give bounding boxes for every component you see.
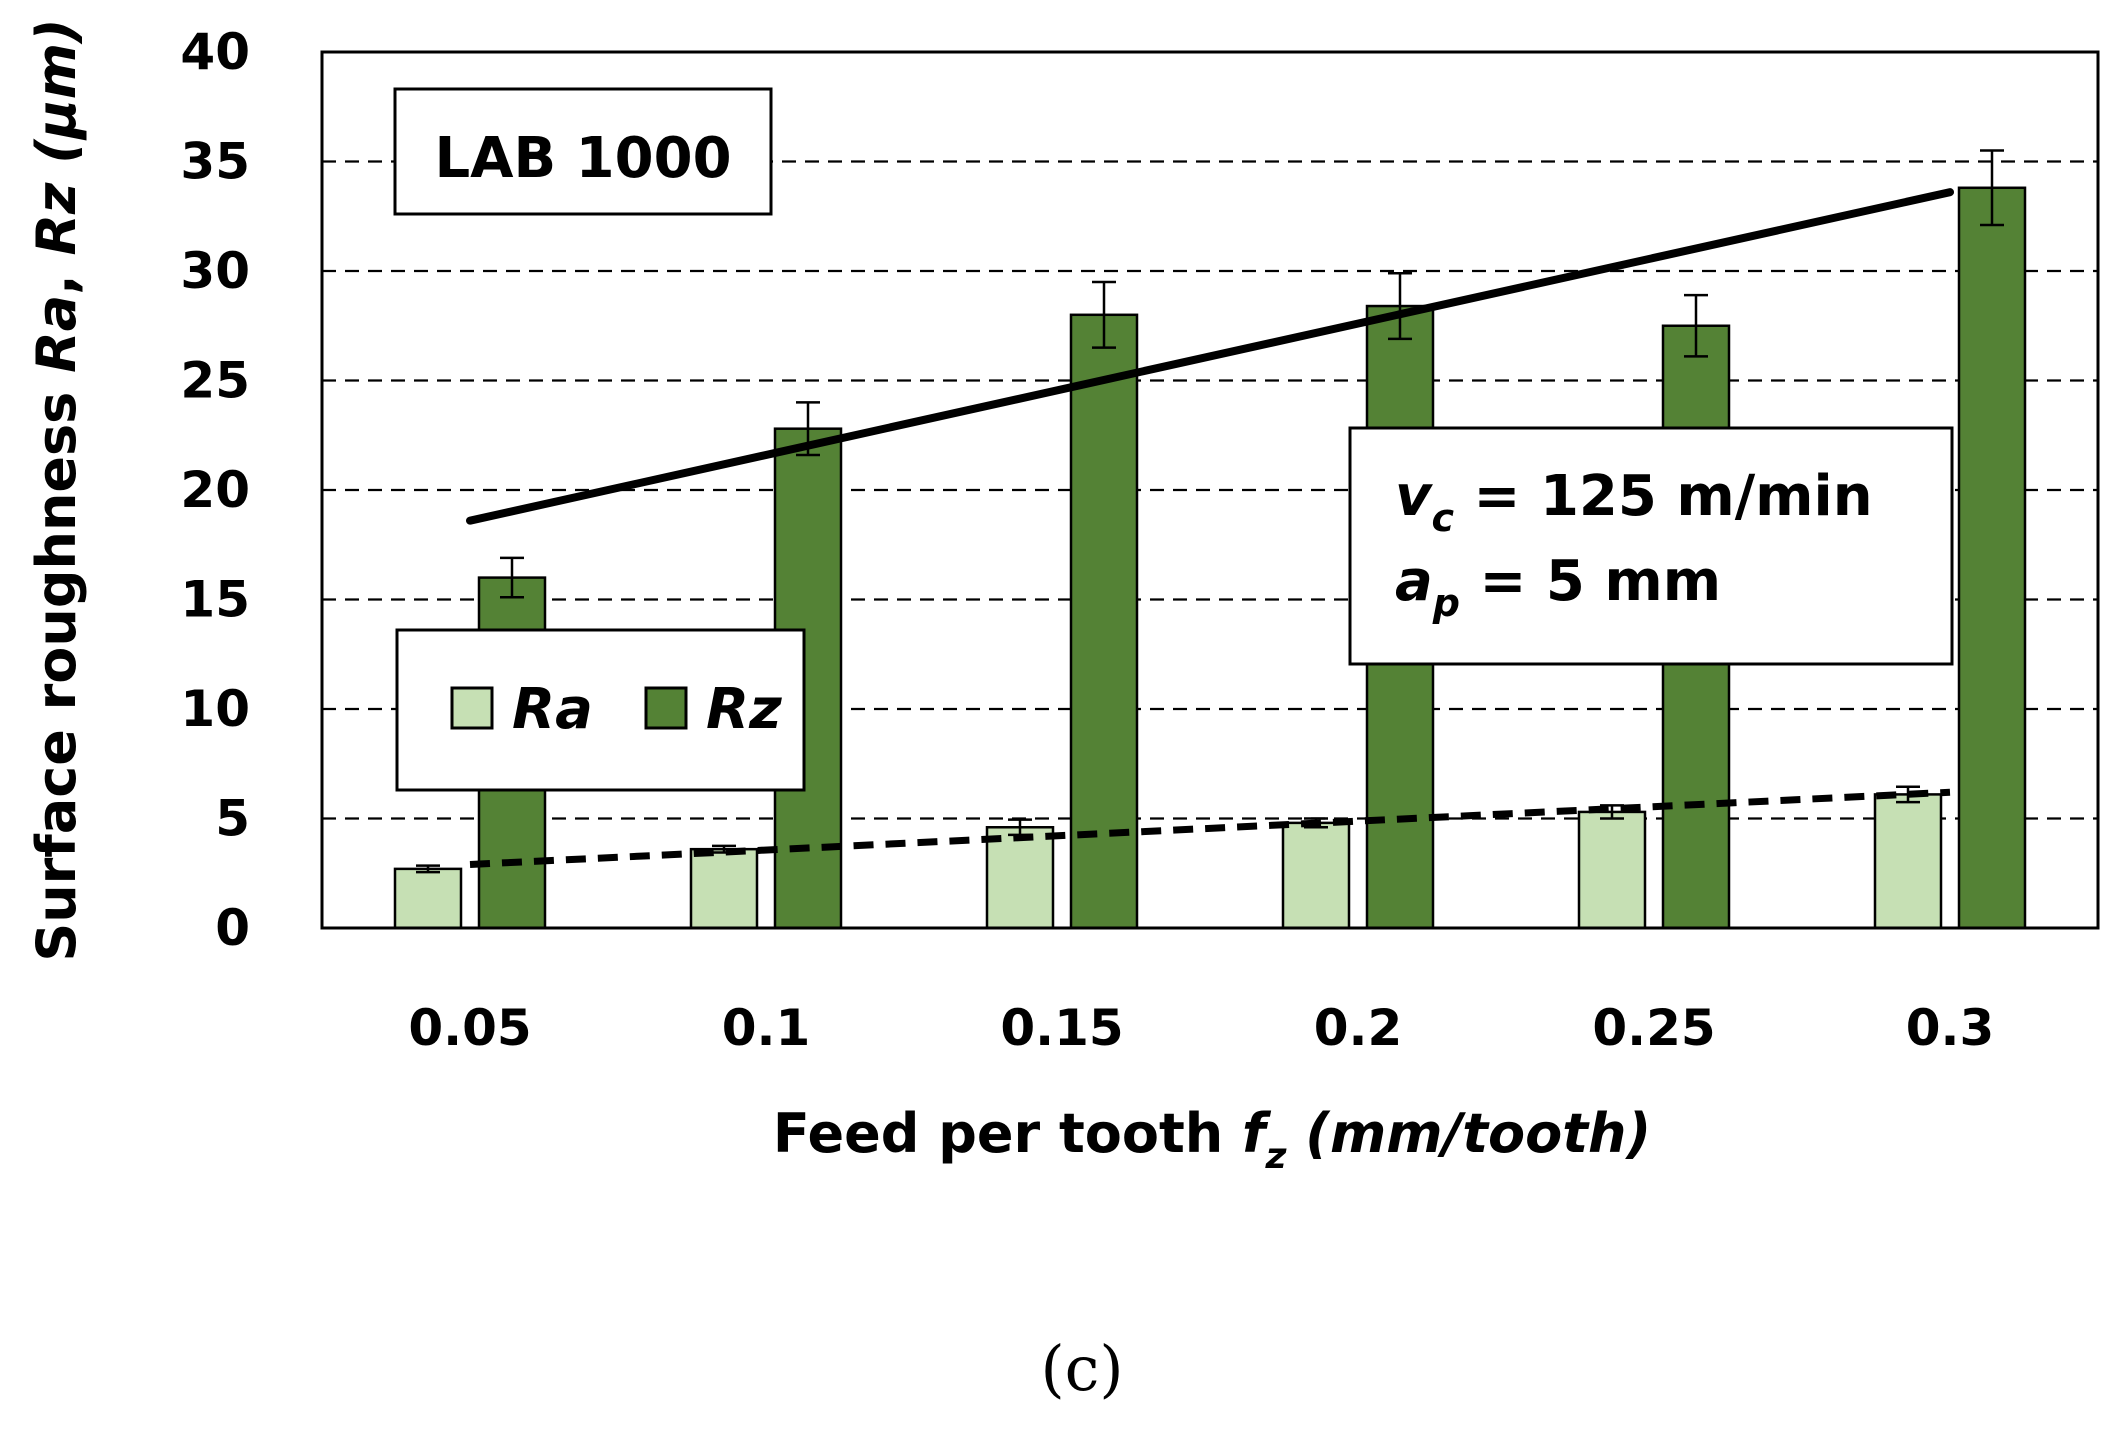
y-tick-label: 0 bbox=[215, 899, 250, 957]
error-bar-ra bbox=[416, 864, 440, 874]
y-tick-label: 30 bbox=[180, 242, 250, 300]
param-vc-value: = 125 m/min bbox=[1454, 464, 1873, 529]
x-tick-label: 0.15 bbox=[1000, 999, 1123, 1057]
y-tick-labels: 0 5 10 15 20 25 30 35 40 bbox=[180, 23, 250, 957]
y-tick-label: 35 bbox=[180, 133, 250, 191]
param-vc-sub: c bbox=[1432, 496, 1455, 540]
x-axis-title-sub: z bbox=[1265, 1136, 1288, 1177]
title-box-text: LAB 1000 bbox=[434, 126, 731, 191]
legend-label-rz: Rz bbox=[706, 677, 782, 742]
y-axis-title-unit: (µm) bbox=[25, 18, 88, 182]
x-tick-label: 0.25 bbox=[1592, 999, 1715, 1057]
panel-label: (c) bbox=[1040, 1332, 1123, 1405]
x-tick-label: 0.05 bbox=[408, 999, 531, 1057]
error-bar-ra bbox=[1600, 804, 1624, 820]
trendline-rz bbox=[466, 188, 1954, 525]
error-bar-rz bbox=[1684, 293, 1708, 358]
x-tick-label: 0.3 bbox=[1906, 999, 1995, 1057]
error-bar-rz bbox=[1092, 280, 1116, 349]
param-vc: vc = 125 m/min bbox=[1395, 464, 1873, 540]
error-bar-rz bbox=[1388, 271, 1412, 341]
trendline-ra bbox=[469, 788, 1951, 868]
x-tick-labels: 0.05 0.1 0.15 0.2 0.25 0.3 bbox=[408, 999, 1994, 1057]
bar-ra bbox=[393, 867, 463, 930]
error-bars bbox=[416, 149, 2004, 874]
error-bar-rz bbox=[500, 556, 524, 599]
bar-ra bbox=[1873, 793, 1943, 930]
y-axis-title-ra: Ra bbox=[25, 295, 88, 373]
bar-ra bbox=[689, 847, 759, 930]
y-axis-title: Surface roughness Ra, Rz (µm) bbox=[25, 18, 88, 961]
bar-ra bbox=[1281, 821, 1351, 930]
x-tick-label: 0.1 bbox=[722, 999, 811, 1057]
error-bar-rz bbox=[1980, 149, 2004, 227]
y-tick-label: 5 bbox=[215, 790, 250, 848]
trendlines bbox=[466, 188, 1954, 868]
param-ap: ap = 5 mm bbox=[1395, 549, 1721, 625]
error-bar-ra bbox=[1896, 785, 1920, 804]
y-tick-label: 40 bbox=[180, 23, 250, 81]
y-tick-label: 15 bbox=[180, 571, 250, 629]
x-axis-title-prefix: Feed per tooth bbox=[773, 1102, 1242, 1165]
y-tick-label: 20 bbox=[180, 461, 250, 519]
x-tick-label: 0.2 bbox=[1314, 999, 1403, 1057]
y-tick-label: 10 bbox=[180, 680, 250, 738]
param-ap-value: = 5 mm bbox=[1460, 549, 1721, 614]
parameter-box: vc = 125 m/min ap = 5 mm bbox=[1348, 426, 1954, 666]
legend: Ra Rz bbox=[395, 628, 806, 792]
x-axis-title: Feed per tooth fz (mm/tooth) bbox=[773, 1102, 1651, 1177]
y-axis-title-sep: , bbox=[25, 256, 88, 295]
legend-swatch-rz bbox=[644, 686, 688, 730]
bar-ra bbox=[985, 826, 1055, 930]
legend-swatch-ra bbox=[450, 686, 494, 730]
param-ap-var: a bbox=[1395, 549, 1433, 614]
title-box: LAB 1000 bbox=[393, 87, 773, 216]
x-axis-title-unit: (mm/tooth) bbox=[1286, 1102, 1651, 1165]
param-vc-var: v bbox=[1395, 464, 1433, 529]
y-axis-title-prefix: Surface roughness bbox=[25, 373, 88, 962]
legend-label-ra: Ra bbox=[512, 677, 593, 742]
bar-rz bbox=[1957, 186, 2027, 930]
bar-ra bbox=[1577, 810, 1647, 930]
plot-frame bbox=[320, 50, 2100, 930]
bar-rz bbox=[1069, 313, 1139, 930]
param-ap-sub: p bbox=[1432, 581, 1460, 625]
y-axis-title-rz: Rz bbox=[25, 182, 88, 256]
y-tick-label: 25 bbox=[180, 352, 250, 410]
